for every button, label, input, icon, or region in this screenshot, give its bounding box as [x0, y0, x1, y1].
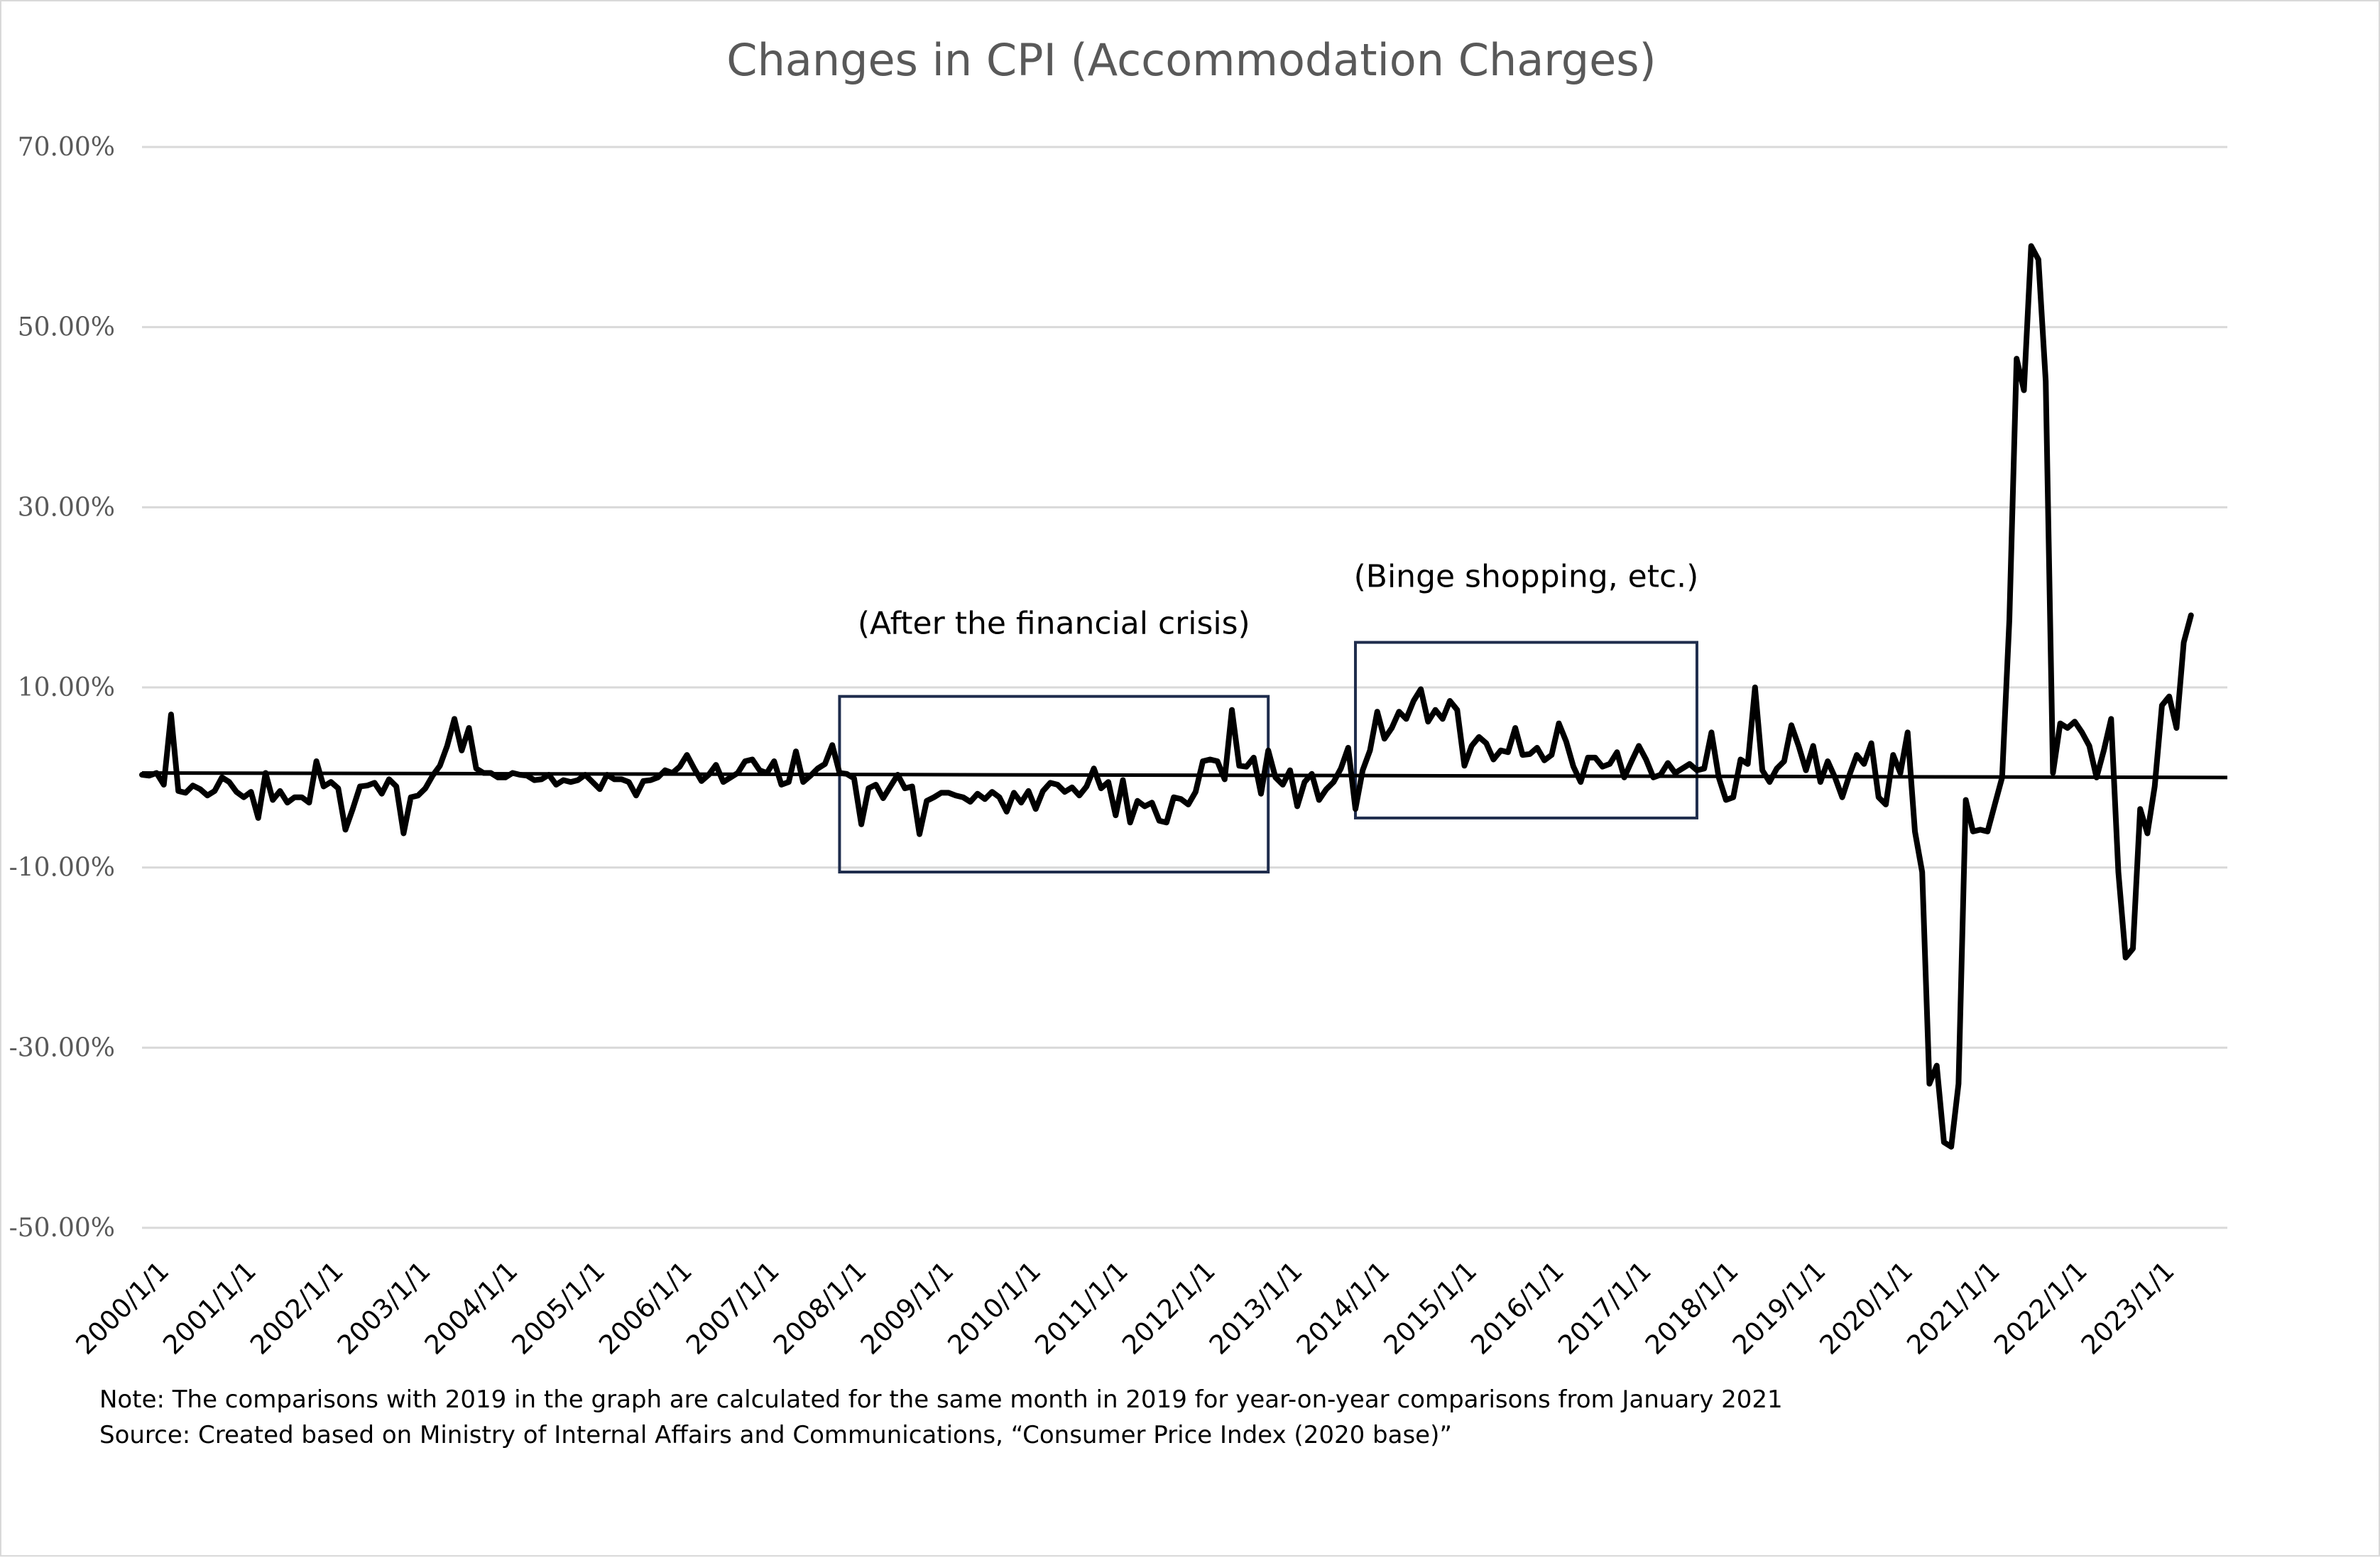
reference-line [141, 770, 2228, 780]
y-tick-label: -30.00% [9, 1033, 115, 1062]
x-tick-label: 2003/1/1 [332, 1255, 437, 1361]
x-axis-tick-labels: 2000/1/12001/1/12002/1/12003/1/12004/1/1… [70, 1255, 2180, 1361]
y-tick-label: -50.00% [9, 1214, 115, 1243]
x-tick-label: 2015/1/1 [1377, 1255, 1483, 1361]
annotation-boxes: (After the financial crisis) (Binge shopp… [838, 559, 1699, 874]
source-text: Source: Created based on Ministry of Int… [99, 1421, 1452, 1449]
x-tick-label: 2006/1/1 [593, 1255, 698, 1361]
x-tick-label: 2022/1/1 [1988, 1255, 2093, 1361]
x-tick-label: 2004/1/1 [419, 1255, 524, 1361]
series-line [139, 243, 2194, 1150]
y-axis-tick-labels: 70.00% 50.00% 30.00% 10.00% -10.00% -30.00% -5… [9, 133, 115, 1243]
x-tick-label: 2020/1/1 [1813, 1255, 1918, 1361]
x-tick-label: 2010/1/1 [941, 1255, 1047, 1361]
series-group [139, 243, 2194, 1150]
x-tick-label: 2016/1/1 [1465, 1255, 1570, 1361]
chart-title: Changes in CPI (Accommodation Charges) [726, 34, 1656, 86]
y-tick-label: -10.00% [9, 854, 115, 883]
y-tick-label: 10.00% [18, 673, 115, 702]
x-tick-label: 2023/1/1 [2075, 1255, 2180, 1361]
x-tick-label: 2009/1/1 [855, 1255, 960, 1361]
x-tick-label: 2012/1/1 [1116, 1255, 1221, 1361]
x-tick-label: 2021/1/1 [1901, 1255, 2006, 1361]
y-tick-label: 50.00% [18, 313, 115, 342]
grid-lines [142, 146, 2227, 1229]
y-tick-label: 70.00% [18, 133, 115, 162]
x-tick-label: 2001/1/1 [157, 1255, 262, 1361]
x-tick-label: 2017/1/1 [1552, 1255, 1657, 1361]
x-tick-label: 2005/1/1 [506, 1255, 611, 1361]
annotation-label: (After the financial crisis) [858, 606, 1250, 642]
x-tick-label: 2002/1/1 [244, 1255, 349, 1361]
x-tick-label: 2013/1/1 [1203, 1255, 1309, 1361]
x-tick-label: 2007/1/1 [680, 1255, 785, 1361]
note-text: Note: The comparisons with 2019 in the g… [99, 1385, 1783, 1414]
x-tick-label: 2019/1/1 [1727, 1255, 1832, 1361]
y-tick-label: 30.00% [18, 493, 115, 522]
reference-line-group [141, 770, 2228, 780]
annotation-box [838, 694, 1270, 874]
x-tick-label: 2014/1/1 [1291, 1255, 1396, 1361]
x-tick-label: 2011/1/1 [1029, 1255, 1134, 1361]
annotation-box [1353, 641, 1698, 819]
x-tick-label: 2018/1/1 [1639, 1255, 1745, 1361]
annotation-label: (Binge shopping, etc.) [1354, 559, 1699, 595]
x-tick-label: 2008/1/1 [768, 1255, 873, 1361]
x-tick-label: 2000/1/1 [70, 1255, 175, 1361]
